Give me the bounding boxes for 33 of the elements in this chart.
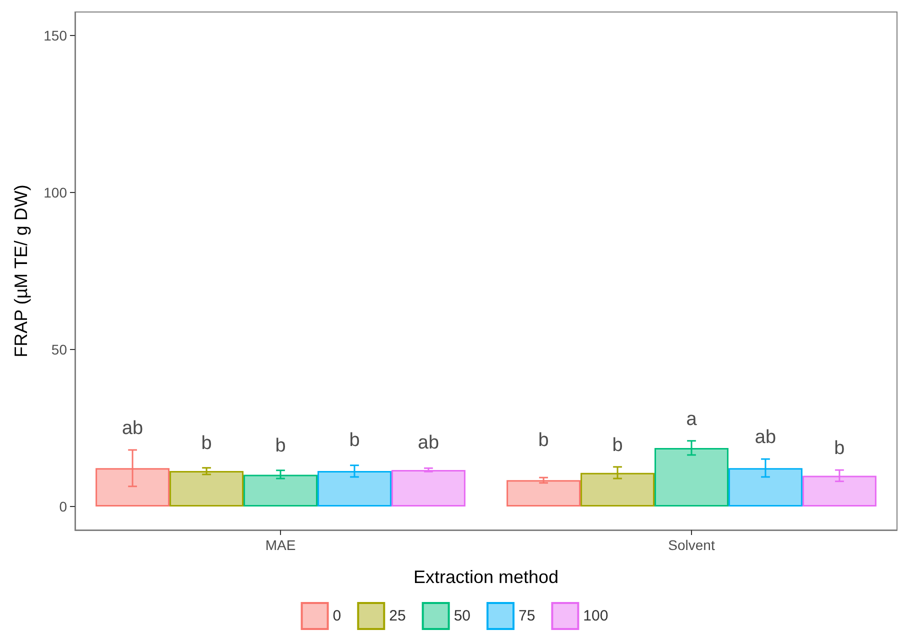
x-tick-label: Solvent [668,537,715,553]
data-label: b [349,430,360,451]
data-label: ab [122,418,144,439]
bar [96,468,170,506]
data-label: b [612,434,623,456]
bar [170,470,244,506]
x-tick-label: MAE [265,537,296,553]
data-label: a [686,408,698,430]
bar [317,470,392,506]
bar [802,476,876,506]
data-label: b [201,433,212,454]
y-tick-label: 150 [44,28,68,44]
data-label: ab [754,427,776,448]
y-tick-label: 100 [44,184,68,201]
bar [728,468,802,506]
legend-label: 0 [332,608,342,624]
bar [391,470,466,506]
y-axis-title: FRAP (µM TE/ g DW) [11,184,31,358]
bar [506,480,581,506]
legend-label: 100 [583,608,608,624]
bar [244,474,318,506]
data-label: ab [418,432,440,454]
y-tick-label: 0 [59,498,68,514]
bar [580,472,655,506]
y-tick-label: 50 [51,341,68,358]
x-axis-title: Extraction method [413,567,559,587]
data-label: b [834,438,845,460]
legend-label: 75 [518,608,536,624]
legend-label: 50 [454,608,471,624]
legend-label: 25 [389,608,406,624]
bar [654,448,728,506]
data-label: b [275,436,286,457]
data-label: b [538,430,549,451]
